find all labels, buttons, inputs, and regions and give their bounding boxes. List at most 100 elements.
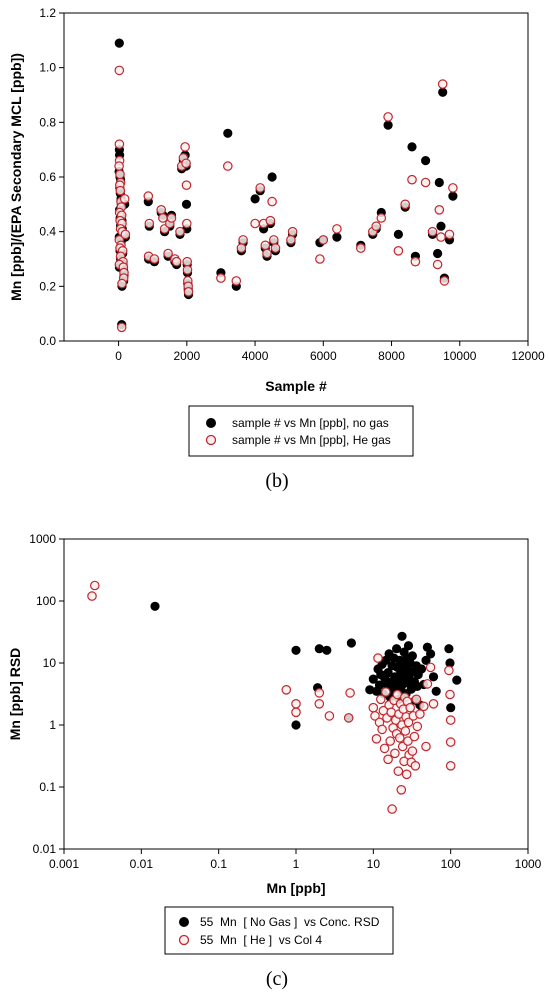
data-point-no-gas: [403, 641, 414, 651]
panel-b-scatter-chart: 0.0 0.2 0.4 0.6 0.8 1.0 1.2 0 2000 4000 6000 8000 1…: [8, 6, 545, 492]
panel-c-x-axis-title: Mn [ppb]: [266, 880, 325, 896]
data-point-he-gas: [448, 183, 458, 193]
panel-c-legend: 55 Mn [ No Gas ] vs Conc. RSD 55 Mn [ He…: [164, 906, 394, 955]
data-point-he-gas: [281, 684, 292, 695]
data-point-he-gas: [114, 161, 124, 171]
data-point-he-gas: [267, 196, 277, 207]
data-point-he-gas: [291, 698, 301, 709]
panel-b-legend-label-he-gas: sample # vs Mn [ppb], He gas: [232, 433, 391, 447]
data-point-no-gas: [421, 655, 431, 666]
data-point-he-gas: [405, 702, 415, 713]
panel-b-legend-label-no-gas: sample # vs Mn [ppb], no gas: [232, 416, 389, 430]
data-point-he-gas: [171, 256, 182, 267]
data-point-he-gas: [231, 276, 242, 286]
data-point-he-gas: [332, 224, 342, 234]
data-point-he-gas: [87, 591, 97, 601]
data-point-he-gas: [250, 218, 260, 229]
data-point-he-gas: [315, 254, 325, 264]
data-point-he-gas: [373, 653, 383, 663]
x-tick-label: 8000: [378, 349, 405, 363]
data-point-he-gas: [411, 694, 422, 705]
panel-c-label: (c): [266, 968, 288, 990]
data-point-he-gas: [117, 278, 127, 289]
panel-c-y-axis: 0.01 0.1 1 10 100 1000: [29, 532, 64, 856]
y-tick-label: 1.0: [39, 61, 56, 75]
data-point-he-gas: [396, 784, 407, 795]
data-point-he-gas: [236, 243, 247, 253]
data-point-he-gas: [345, 688, 355, 698]
data-point-he-gas: [371, 733, 382, 744]
data-point-no-gas: [407, 651, 417, 661]
data-point-he-gas: [400, 199, 410, 210]
data-point-he-gas: [90, 580, 100, 591]
data-point-no-gas: [250, 194, 260, 204]
data-point-he-gas: [114, 139, 125, 149]
data-point-no-gas: [114, 38, 124, 48]
data-point-no-gas: [383, 120, 393, 130]
data-point-he-gas: [409, 731, 420, 742]
data-point-no-gas: [446, 703, 456, 713]
panel-c-legend-label-no-gas: 55 Mn [ No Gas ] vs Conc. RSD: [200, 915, 380, 929]
y-tick-label: 0.6: [39, 170, 56, 184]
data-point-no-gas: [397, 631, 407, 641]
y-tick-label: 100: [36, 594, 56, 608]
x-tick-label: 10: [367, 857, 381, 871]
panel-c-legend-marker-he: [178, 934, 190, 946]
x-tick-label: 100: [441, 857, 461, 871]
data-point-he-gas: [401, 769, 412, 780]
data-point-he-gas: [386, 707, 396, 718]
data-point-no-gas: [434, 177, 444, 188]
panel-b-legend-box: [188, 405, 414, 457]
data-point-he-gas: [410, 760, 421, 771]
data-point-he-gas: [182, 218, 192, 229]
y-tick-label: 0.4: [39, 225, 56, 239]
panel-c-plot-frame: [63, 538, 529, 850]
panel-b-y-axis: 0.0 0.2 0.4 0.6 0.8 1.0 1.2: [39, 6, 64, 348]
data-point-he-gas: [156, 205, 166, 215]
data-point-he-gas: [182, 256, 192, 267]
data-point-no-gas: [291, 645, 301, 655]
panel-c-data-points: [87, 580, 462, 814]
data-point-he-gas: [183, 286, 194, 297]
data-point-no-gas: [391, 644, 402, 654]
panel-c-legend-label-he: 55 Mn [ He ] vs Col 4: [200, 933, 322, 947]
data-point-no-gas: [438, 87, 448, 97]
data-point-he-gas: [439, 276, 450, 286]
data-point-he-gas: [116, 322, 127, 333]
data-point-no-gas: [346, 638, 356, 648]
panel-b-legend-marker-no-gas: [206, 418, 216, 428]
data-point-he-gas: [421, 741, 431, 752]
data-point-he-gas: [445, 737, 456, 747]
data-point-no-gas: [181, 199, 192, 209]
data-point-he-gas: [115, 185, 126, 196]
x-tick-label: 6000: [310, 349, 337, 363]
data-point-no-gas: [267, 172, 277, 182]
data-point-he-gas: [410, 256, 421, 267]
data-point-he-gas: [114, 65, 125, 76]
data-point-he-gas: [181, 180, 192, 190]
data-point-he-gas: [428, 698, 439, 709]
data-point-he-gas: [355, 243, 366, 253]
data-point-he-gas: [371, 221, 381, 231]
data-point-he-gas: [370, 711, 380, 721]
data-point-he-gas: [385, 736, 395, 746]
x-tick-label: 12000: [511, 349, 545, 363]
panel-b-y-axis-title: Mn [ppb]/(EPA Secondary MCL [ppb]): [8, 53, 24, 301]
panel-b-label: (b): [265, 470, 288, 492]
data-point-he-gas: [425, 662, 436, 673]
data-point-no-gas: [407, 142, 417, 152]
data-point-no-gas: [444, 644, 454, 654]
y-tick-label: 0.01: [33, 842, 57, 856]
data-point-he-gas: [255, 183, 265, 193]
data-point-he-gas: [383, 112, 393, 122]
data-point-he-gas: [444, 229, 455, 240]
data-point-he-gas: [268, 235, 279, 245]
data-point-he-gas: [115, 169, 125, 180]
data-point-he-gas: [270, 243, 281, 253]
y-tick-label: 10: [43, 656, 57, 670]
data-point-he-gas: [119, 194, 130, 204]
panel-c-x-axis: 0.001 0.01 0.1 1 10 100 1000: [49, 849, 542, 871]
data-point-no-gas: [432, 248, 443, 259]
panel-b-x-axis: 0 2000 4000 6000 8000 10000 12000: [115, 341, 545, 363]
y-tick-label: 1: [49, 718, 56, 732]
